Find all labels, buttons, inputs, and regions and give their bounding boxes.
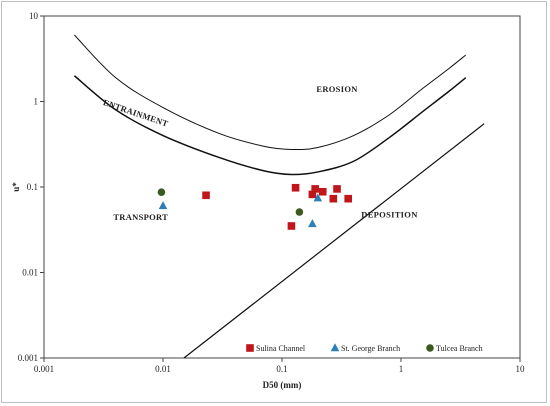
legend-marker-sulina-channel: [246, 344, 254, 352]
transport-label: TRANSPORT: [113, 212, 168, 222]
legend: Sulina Channel St. George Branch Tulcea Br…: [246, 343, 483, 353]
erosion-curve: [74, 34, 467, 151]
tulcea-branch-point: [157, 188, 166, 196]
st-george-branch-point: [158, 201, 168, 210]
y-tick-label: 0.01: [22, 268, 38, 278]
entrainment-curve: [73, 75, 467, 176]
x-axis-title: D50 (mm): [263, 380, 302, 390]
plot-border: [43, 15, 521, 359]
x-tick-label: 0.1: [276, 364, 287, 374]
plot-area: 0.001 0.01 0.1 1 10 0.001 0.01 0.1 1 10: [18, 11, 525, 374]
entrainment-label: ENTRAINMENT: [102, 97, 170, 129]
deposition-line: [183, 123, 485, 359]
legend-label-sulina-channel: Sulina Channel: [256, 344, 306, 353]
y-tick-label: 1: [34, 97, 39, 107]
sulina-channel-point: [311, 185, 319, 193]
x-tick-label: 10: [516, 364, 526, 374]
sulina-channel-point: [329, 194, 338, 203]
curve-group: [73, 34, 485, 359]
y-axis-title: u*: [11, 182, 21, 192]
sulina-channel-point: [308, 190, 317, 199]
legend-marker-tulcea-branch: [426, 344, 434, 352]
sulina-channel-point: [318, 187, 327, 196]
legend-marker-st-george-branch: [330, 343, 340, 352]
y-tick-label: 0.1: [27, 182, 38, 192]
erosion-label: EROSION: [316, 84, 358, 94]
point-group: [157, 183, 352, 230]
y-tick-label: 0.001: [18, 353, 38, 363]
annotation-group: EROSION ENTRAINMENT TRANSPORT DEPOSITION: [102, 84, 418, 222]
sulina-channel-point: [333, 185, 341, 193]
st-george-branch-point: [308, 219, 317, 228]
x-tick-label: 0.001: [34, 364, 54, 374]
x-tick-label: 0.01: [155, 364, 171, 374]
sulina-channel-point: [291, 183, 300, 192]
sulina-channel-point: [344, 194, 352, 203]
deposition-label: DEPOSITION: [361, 209, 418, 219]
st-george-branch-point: [313, 193, 323, 202]
x-tick-label: 1: [399, 364, 404, 374]
legend-label-tulcea-branch: Tulcea Branch: [436, 344, 483, 353]
sulina-channel-point: [202, 191, 210, 200]
y-tick-label: 10: [29, 11, 39, 21]
legend-label-st-george-branch: St. George Branch: [341, 344, 400, 353]
tulcea-branch-point: [295, 208, 304, 216]
sulina-channel-point: [287, 222, 296, 230]
